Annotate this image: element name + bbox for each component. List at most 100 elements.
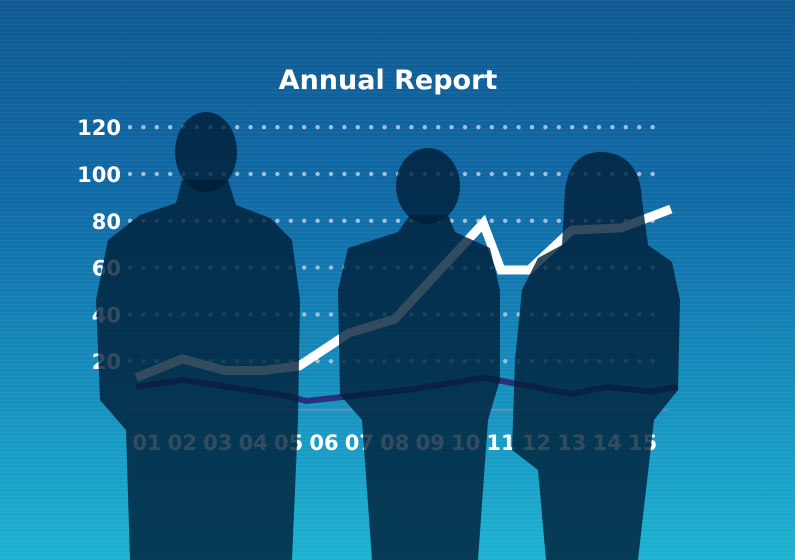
x-tick-label: 06 xyxy=(309,431,338,455)
grid-dot xyxy=(637,171,642,177)
y-tick-label: 80 xyxy=(92,210,121,234)
grid-dot xyxy=(302,171,307,177)
grid-dot xyxy=(489,125,494,130)
grid-dot xyxy=(596,125,602,130)
grid-dot xyxy=(503,171,508,177)
grid-dot xyxy=(235,171,240,177)
grid-dot xyxy=(489,218,494,223)
grid-dot xyxy=(315,171,320,177)
grid-dot xyxy=(476,125,481,130)
grid-dot xyxy=(168,125,173,130)
grid-dot xyxy=(583,125,588,130)
grid-dot xyxy=(489,171,494,177)
grid-dot xyxy=(342,125,347,130)
grid-dot xyxy=(409,125,414,130)
grid-dot xyxy=(503,125,508,130)
grid-dot xyxy=(302,125,307,130)
grid-dot xyxy=(315,312,320,317)
grid-dot xyxy=(543,125,548,130)
grid-dot xyxy=(328,171,334,177)
grid-dot xyxy=(288,218,293,223)
grid-dot xyxy=(556,171,561,177)
grid-dot xyxy=(275,171,280,177)
x-tick-label: 11 xyxy=(486,431,515,455)
grid-dot xyxy=(328,312,334,317)
grid-dot xyxy=(355,125,360,130)
grid-dot xyxy=(369,218,374,223)
grid-dot xyxy=(516,171,521,177)
grid-dot xyxy=(382,171,387,177)
silhouette-woman-middle xyxy=(338,148,500,560)
grid-dot xyxy=(328,218,334,223)
grid-dot xyxy=(141,171,146,177)
grid-dot xyxy=(637,125,642,130)
grid-dot xyxy=(462,125,468,130)
grid-dot xyxy=(516,218,521,223)
grid-dot xyxy=(650,125,655,130)
grid-dot xyxy=(503,359,508,364)
grid-dot xyxy=(503,218,508,223)
grid-dot xyxy=(556,125,561,130)
grid-dot xyxy=(369,125,374,130)
grid-dot xyxy=(315,218,320,223)
grid-dot xyxy=(516,125,521,130)
grid-dot xyxy=(315,359,320,364)
grid-dot xyxy=(261,171,267,177)
grid-dot xyxy=(395,218,401,223)
grid-dot xyxy=(395,125,401,130)
grid-dot xyxy=(543,171,548,177)
grid-dot xyxy=(154,171,159,177)
grid-dot xyxy=(422,125,427,130)
grid-dot xyxy=(141,125,146,130)
grid-dot xyxy=(328,265,334,270)
grid-dot xyxy=(127,171,133,177)
grid-dot xyxy=(288,125,293,130)
grid-dot xyxy=(127,218,133,223)
grid-dot xyxy=(369,171,374,177)
grid-dot xyxy=(154,125,159,130)
grid-dot xyxy=(382,218,387,223)
grid-dot xyxy=(462,171,468,177)
grid-dot xyxy=(529,218,535,223)
chart-title: Annual Report xyxy=(279,65,498,96)
grid-dot xyxy=(355,171,360,177)
grid-dot xyxy=(315,125,320,130)
grid-dot xyxy=(328,125,334,130)
grid-dot xyxy=(476,171,481,177)
grid-dot xyxy=(248,125,253,130)
grid-dot xyxy=(342,171,347,177)
grid-dot xyxy=(355,218,360,223)
grid-dot xyxy=(127,125,133,130)
grid-dot xyxy=(529,171,535,177)
grid-dot xyxy=(235,125,240,130)
grid-dot xyxy=(275,125,280,130)
grid-dot xyxy=(462,218,468,223)
grid-dot xyxy=(248,171,253,177)
grid-dot xyxy=(503,312,508,317)
grid-dot xyxy=(570,125,575,130)
y-tick-label: 120 xyxy=(77,116,121,140)
grid-dot xyxy=(302,312,307,317)
grid-dot xyxy=(342,218,347,223)
grid-dot xyxy=(543,218,548,223)
y-tick-label: 100 xyxy=(77,163,121,187)
grid-dot xyxy=(556,218,561,223)
grid-dot xyxy=(302,218,307,223)
grid-dot xyxy=(529,125,535,130)
grid-dot xyxy=(436,125,441,130)
grid-dot xyxy=(302,265,307,270)
people-silhouettes xyxy=(96,112,680,560)
grid-dot xyxy=(315,265,320,270)
grid-dot xyxy=(650,171,655,177)
grid-dot xyxy=(382,125,387,130)
grid-dot xyxy=(168,171,173,177)
grid-dot xyxy=(623,125,628,130)
silhouette-woman-right xyxy=(512,151,680,560)
silhouette-man-left xyxy=(96,112,300,560)
grid-dot xyxy=(261,125,267,130)
grid-dot xyxy=(328,359,334,364)
grid-dot xyxy=(288,171,293,177)
grid-dot xyxy=(610,125,615,130)
